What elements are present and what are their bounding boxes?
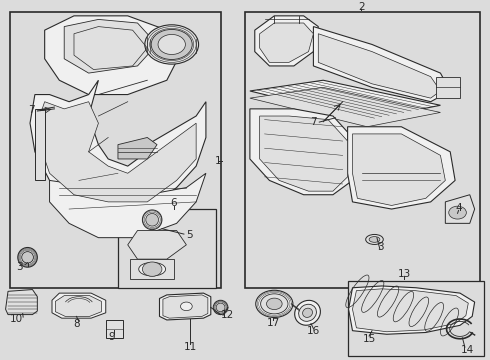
Polygon shape — [49, 173, 206, 238]
Polygon shape — [52, 293, 106, 318]
Ellipse shape — [303, 308, 313, 318]
Polygon shape — [352, 134, 445, 206]
Text: 6: 6 — [171, 198, 177, 208]
Polygon shape — [30, 80, 206, 209]
Polygon shape — [45, 16, 181, 95]
Ellipse shape — [298, 304, 317, 321]
Circle shape — [158, 35, 185, 54]
Polygon shape — [352, 289, 468, 332]
Bar — [10, 12, 220, 288]
Ellipse shape — [369, 237, 380, 242]
Polygon shape — [159, 293, 211, 320]
Text: 10: 10 — [10, 314, 23, 324]
Polygon shape — [55, 296, 101, 316]
Polygon shape — [260, 23, 314, 62]
Text: 1: 1 — [215, 156, 221, 166]
Ellipse shape — [22, 252, 33, 263]
Text: 17: 17 — [267, 318, 280, 328]
Polygon shape — [40, 102, 196, 202]
Text: 7: 7 — [27, 105, 34, 115]
Polygon shape — [5, 289, 37, 315]
Text: 14: 14 — [461, 345, 474, 355]
Text: 3: 3 — [377, 242, 384, 252]
Text: 5: 5 — [187, 230, 193, 240]
Ellipse shape — [216, 303, 225, 312]
Bar — [245, 12, 480, 288]
Polygon shape — [436, 77, 460, 98]
Ellipse shape — [366, 234, 383, 244]
Circle shape — [145, 25, 198, 64]
Bar — [106, 320, 123, 338]
Polygon shape — [64, 19, 157, 73]
Bar — [118, 209, 216, 288]
Polygon shape — [35, 109, 45, 180]
Text: 8: 8 — [73, 319, 80, 329]
Circle shape — [143, 262, 162, 276]
Ellipse shape — [139, 262, 166, 276]
Polygon shape — [348, 286, 475, 334]
Polygon shape — [314, 27, 450, 102]
Polygon shape — [250, 80, 441, 120]
Circle shape — [449, 206, 466, 219]
Polygon shape — [445, 195, 475, 223]
Polygon shape — [250, 87, 441, 127]
Circle shape — [267, 298, 282, 310]
Ellipse shape — [18, 248, 37, 267]
Polygon shape — [163, 295, 208, 318]
Text: 3: 3 — [16, 262, 23, 272]
Polygon shape — [318, 34, 441, 98]
Polygon shape — [130, 259, 174, 279]
Polygon shape — [260, 116, 347, 191]
Text: 15: 15 — [363, 334, 376, 344]
Text: 4: 4 — [455, 203, 462, 213]
Ellipse shape — [146, 213, 159, 226]
Circle shape — [261, 294, 288, 314]
Polygon shape — [118, 138, 157, 159]
Polygon shape — [250, 109, 352, 195]
Polygon shape — [255, 16, 318, 66]
Text: 2: 2 — [358, 2, 365, 12]
Text: 13: 13 — [398, 269, 411, 279]
Circle shape — [256, 290, 293, 318]
Ellipse shape — [143, 210, 162, 230]
Text: 7: 7 — [310, 117, 317, 127]
Text: 12: 12 — [221, 310, 234, 320]
Circle shape — [151, 30, 192, 59]
Bar — [347, 280, 485, 356]
Bar — [172, 298, 203, 315]
Ellipse shape — [213, 300, 228, 315]
Ellipse shape — [294, 300, 320, 325]
Circle shape — [180, 302, 192, 311]
Text: 11: 11 — [184, 342, 197, 352]
Polygon shape — [128, 230, 186, 259]
Text: 16: 16 — [307, 327, 320, 336]
Polygon shape — [347, 127, 455, 209]
Text: 9: 9 — [109, 332, 116, 342]
